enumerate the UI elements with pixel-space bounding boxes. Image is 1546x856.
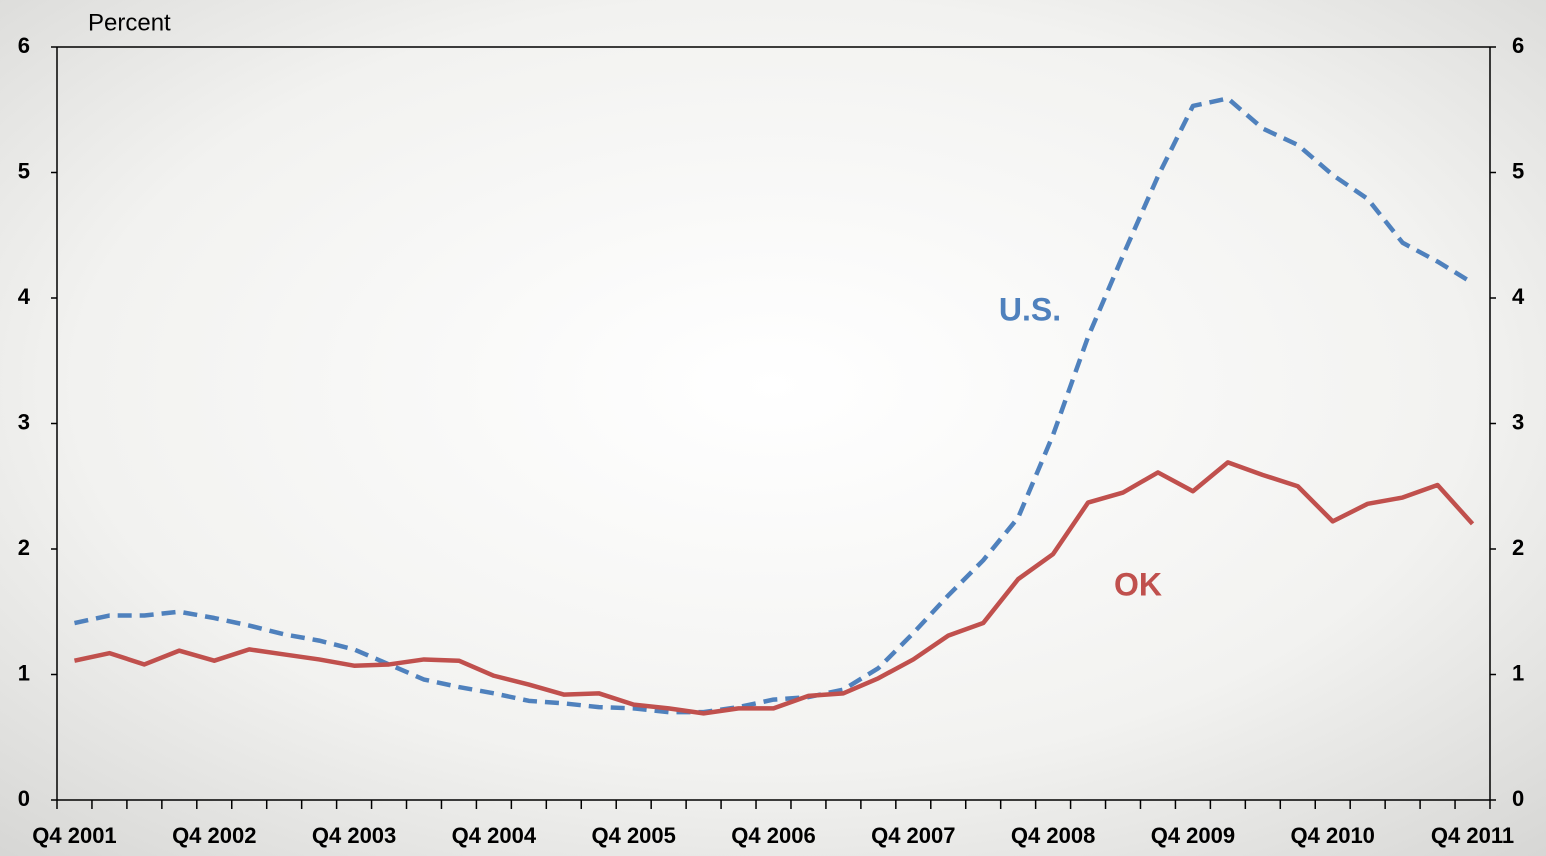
series-label: U.S. <box>999 291 1061 327</box>
series-line <box>74 96 1474 715</box>
y-tick-label: 6 <box>18 33 30 58</box>
series-line <box>74 460 1475 716</box>
x-tick-label: Q4 2010 <box>1291 823 1375 848</box>
y-tick-label: 0 <box>18 786 30 811</box>
x-tick-label: Q4 2007 <box>871 823 955 848</box>
y-tick-label: 5 <box>18 158 30 183</box>
y-axis-label: Percent <box>88 9 171 36</box>
x-tick-label: Q4 2008 <box>1011 823 1095 848</box>
y2-tick-label: 6 <box>1512 33 1524 58</box>
y2-tick-label: 4 <box>1512 284 1525 309</box>
y-tick-label: 4 <box>18 284 31 309</box>
y2-tick-label: 1 <box>1512 660 1524 685</box>
y2-tick-label: 5 <box>1512 158 1524 183</box>
y2-tick-label: 0 <box>1512 786 1524 811</box>
x-tick-label: Q4 2003 <box>312 823 396 848</box>
x-tick-label: Q4 2006 <box>731 823 815 848</box>
y-tick-label: 3 <box>18 409 30 434</box>
x-tick-label: Q4 2009 <box>1151 823 1235 848</box>
x-tick-label: Q4 2011 <box>1431 823 1514 848</box>
y-tick-label: 1 <box>18 660 30 685</box>
y2-tick-label: 3 <box>1512 409 1524 434</box>
y2-tick-label: 2 <box>1512 535 1524 560</box>
series-label: OK <box>1114 566 1162 602</box>
x-tick-label: Q4 2001 <box>32 823 116 848</box>
x-tick-label: Q4 2005 <box>591 823 675 848</box>
x-tick-label: Q4 2004 <box>452 823 537 848</box>
x-tick-label: Q4 2002 <box>172 823 256 848</box>
y-tick-label: 2 <box>18 535 30 560</box>
